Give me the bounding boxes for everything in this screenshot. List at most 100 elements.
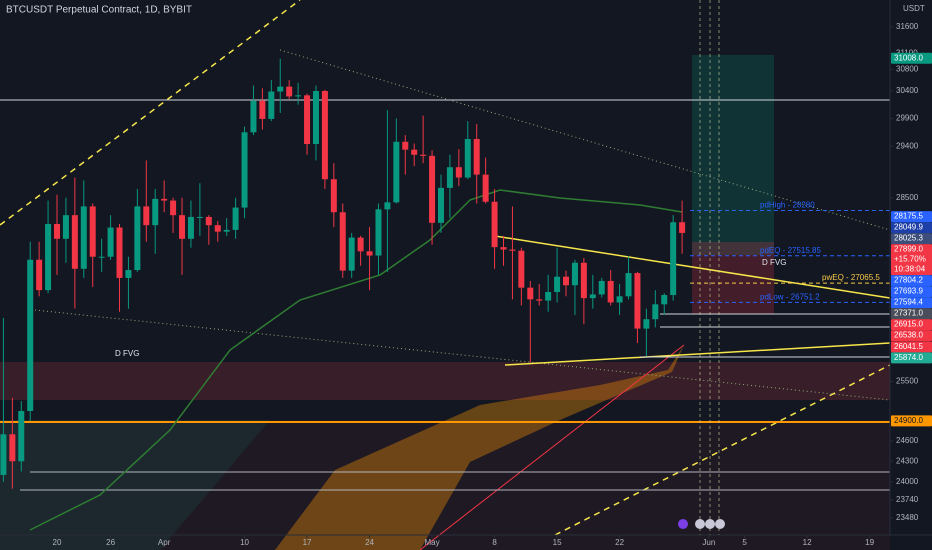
candle-body: [54, 223, 60, 239]
candle-body: [27, 259, 34, 412]
candle-body: [384, 202, 391, 210]
price-tag-label: 26538.0: [894, 331, 923, 340]
x-tick-label: 5: [742, 538, 747, 547]
y-tick-label: 31600: [896, 22, 919, 31]
price-tag-extra: 10:38:04: [894, 265, 926, 274]
candle-body: [598, 280, 605, 295]
candle-body: [518, 250, 525, 288]
y-tick-label: 30400: [896, 86, 919, 95]
x-tick-label: 8: [492, 538, 497, 547]
price-tag-label: 26915.0: [894, 320, 923, 329]
candle-body: [98, 256, 105, 258]
candle-body: [429, 155, 436, 223]
price-tag: [891, 233, 932, 245]
level-label: pdHigh - 28280: [760, 201, 815, 210]
candle-body: [18, 411, 25, 462]
price-tag: [891, 211, 932, 223]
candle-body: [348, 237, 355, 271]
x-tick-label: 24: [365, 538, 374, 547]
candle-body: [357, 237, 364, 252]
candle-body: [393, 141, 400, 203]
candle-body: [330, 179, 337, 213]
y-tick-label: 24600: [896, 436, 919, 445]
candle-body: [679, 222, 686, 233]
candle-body: [152, 198, 159, 226]
annotation: D FVG: [762, 258, 786, 267]
candle-body: [375, 209, 382, 256]
y-tick-label: 24300: [896, 456, 919, 465]
candle-body: [580, 262, 587, 299]
candle-body: [536, 299, 543, 301]
candle-body: [0, 434, 7, 475]
price-tag-label: 27899.0: [894, 245, 923, 254]
candle-body: [45, 223, 52, 291]
candle-body: [62, 215, 69, 239]
price-tag-label: 28025.3: [894, 234, 923, 243]
candle-body: [232, 207, 239, 230]
candle-body: [446, 167, 453, 188]
level-label: pdEQ - 27515.85: [760, 246, 821, 255]
price-tag: [891, 352, 932, 364]
candle-body: [607, 280, 614, 303]
candle-body: [9, 434, 16, 462]
candle-body: [214, 225, 221, 232]
annotation: D FVG: [115, 349, 139, 358]
candle-body: [661, 295, 668, 305]
candle-body: [205, 216, 212, 226]
y-tick-label: 29900: [896, 114, 919, 123]
candle-body: [491, 201, 498, 248]
y-tick-label: 24000: [896, 477, 919, 486]
price-tag-label: 27371.0: [894, 309, 923, 318]
price-tag-label: 27804.2: [894, 276, 923, 285]
price-tag-label: 24900.0: [894, 416, 923, 425]
x-tick-label: May: [424, 538, 439, 547]
target-zone: [692, 55, 774, 255]
candle-body: [554, 276, 561, 292]
candle-body: [286, 86, 293, 97]
channel-line: [554, 364, 891, 536]
candle-body: [36, 259, 43, 291]
x-tick-label: 15: [553, 538, 562, 547]
price-tag-label: 25874.0: [894, 353, 923, 362]
price-tag-label: 27693.9: [894, 287, 923, 296]
candle-body: [339, 212, 346, 271]
y-tick-label: 28500: [896, 193, 919, 202]
candle-body: [125, 270, 132, 278]
candle-body: [143, 206, 150, 226]
candle-body: [482, 174, 489, 202]
zone: [0, 420, 270, 550]
candle-body: [71, 215, 78, 269]
candle-body: [304, 95, 311, 145]
candle-body: [170, 200, 177, 216]
price-tag-label: 27594.4: [894, 298, 923, 307]
candle-body: [643, 319, 650, 329]
candle-body: [545, 291, 552, 301]
candle-body: [464, 138, 471, 178]
x-tick-label: 20: [53, 538, 62, 547]
candle-body: [80, 206, 87, 269]
channel-line: [0, 0, 301, 226]
x-tick-label: 19: [865, 538, 874, 547]
candle-body: [241, 132, 248, 208]
price-tag: [891, 415, 932, 427]
candle-body: [161, 198, 168, 201]
ribbon: [275, 345, 684, 550]
y-tick-label: 29400: [896, 141, 919, 150]
price-tag-label: 26041.5: [894, 342, 923, 351]
candle-body: [259, 100, 266, 119]
candle-body: [411, 149, 418, 155]
price-tag: [891, 341, 932, 353]
candle-body: [89, 206, 96, 257]
x-tick-label: 26: [106, 538, 115, 547]
candle-body: [634, 273, 641, 329]
level-label: pwEQ - 27065.5: [822, 273, 880, 282]
x-tick-label: 10: [240, 538, 249, 547]
chart-title: BTCUSDT Perpetual Contract, 1D, BYBIT: [6, 5, 192, 16]
trendline: [504, 342, 891, 366]
candle-body: [455, 167, 462, 178]
candle-body: [670, 222, 677, 296]
candle-body: [277, 86, 284, 92]
candle-body: [616, 296, 623, 303]
candle-body: [107, 227, 114, 257]
price-tag: [891, 330, 932, 342]
